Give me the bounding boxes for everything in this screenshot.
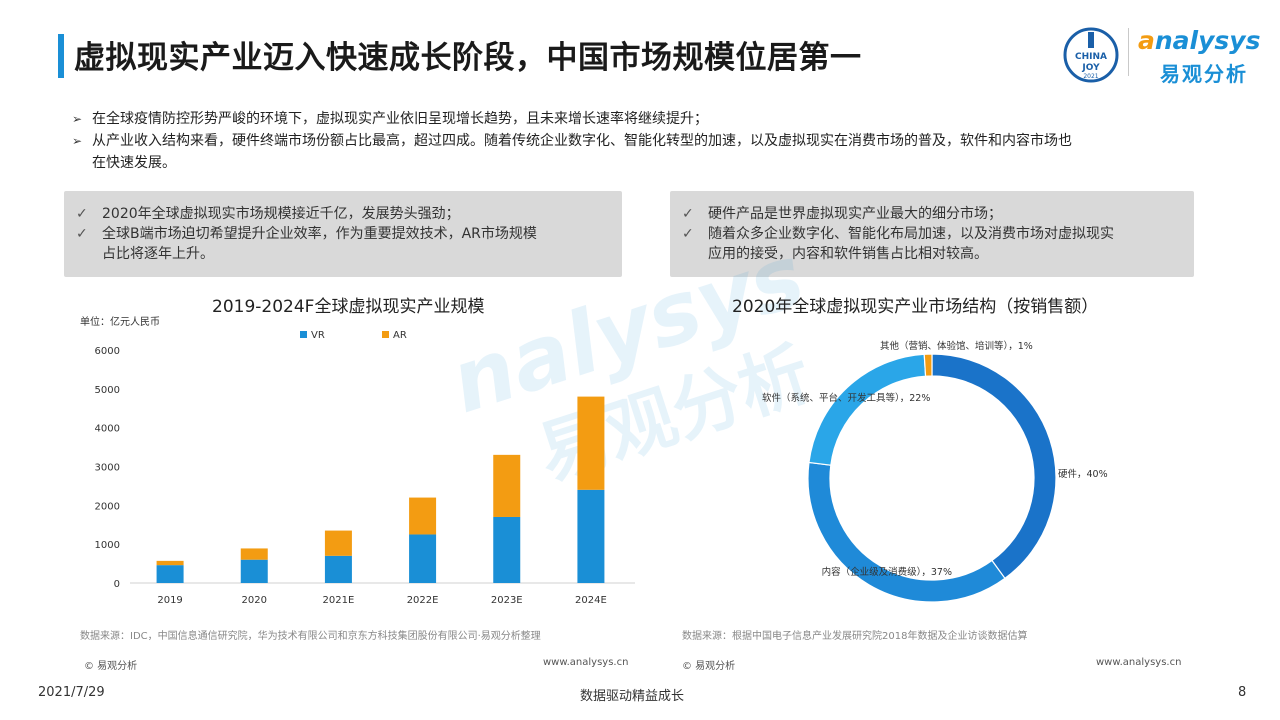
donut-chart-source: 数据来源：根据中国电子信息产业发展研究院2018年数据及企业访谈数据估算	[682, 631, 1028, 642]
check-icon: ✓	[682, 226, 694, 242]
y-tick-label: 0	[114, 579, 120, 590]
analysys-logo: analysys	[1138, 26, 1261, 55]
legend-label-vr: VR	[311, 330, 325, 341]
donut-label-2: 软件（系统、平台、开发工具等），22%	[762, 392, 930, 404]
legend-swatch-vr	[300, 331, 307, 338]
callout-item: ✓ 随着众多企业数字化、智能化布局加速，以及消费市场对虚拟现实	[682, 226, 1114, 242]
arrow-bullet-icon: ➢	[72, 112, 83, 126]
check-icon: ✓	[76, 226, 88, 242]
callout-item-continuation: 应用的接受，内容和软件销售占比相对较高。	[708, 246, 988, 262]
donut-slice-2	[808, 353, 927, 466]
chinajoy-logo: CHINA JOY 2021	[1063, 27, 1119, 83]
bar-chart-unit: 单位：亿元人民币	[80, 317, 160, 328]
bar-ar-2019	[156, 560, 184, 566]
bar-ar-2022E	[409, 497, 437, 535]
y-tick-label: 6000	[95, 346, 120, 357]
x-tick-label: 2023E	[491, 595, 523, 606]
x-tick-label: 2020	[242, 595, 267, 606]
legend-swatch-ar	[382, 331, 389, 338]
donut-label-1: 内容（企业级及消费级），37%	[822, 566, 952, 578]
intro-bullet-continuation: 在快速发展。	[92, 155, 176, 171]
callout-box-left: ✓ 2020年全球虚拟现实市场规模接近千亿，发展势头强劲； ✓ 全球B端市场迫切希望…	[64, 191, 622, 277]
donut-slice-0	[931, 353, 1057, 580]
copyright-right: © 易观分析	[682, 661, 736, 672]
title-accent-bar	[58, 34, 64, 78]
bar-vr-2021E	[324, 555, 352, 583]
donut-label-0: 硬件，40%	[1058, 468, 1108, 480]
bar-ar-2021E	[324, 530, 352, 556]
page-title: 虚拟现实产业迈入快速成长阶段，中国市场规模位居第一	[74, 40, 862, 76]
logo-separator	[1128, 28, 1129, 76]
x-tick-label: 2022E	[407, 595, 439, 606]
y-tick-label: 4000	[95, 424, 120, 435]
slogan: 数据驱动精益成长	[580, 689, 685, 704]
donut-label-3: 其他（营销、体验馆、培训等），1%	[880, 340, 1033, 352]
bar-vr-2022E	[409, 534, 437, 583]
svg-text:JOY: JOY	[1081, 63, 1100, 73]
y-tick-label: 2000	[95, 501, 120, 512]
url-right[interactable]: www.analysys.cn	[1096, 657, 1182, 668]
donut-slice-3	[923, 353, 933, 377]
x-tick-label: 2024E	[575, 595, 607, 606]
check-icon: ✓	[682, 206, 694, 222]
svg-text:2021: 2021	[1083, 73, 1098, 80]
callout-box-right: ✓ 硬件产品是世界虚拟现实产业最大的细分市场； ✓ 随着众多企业数字化、智能化布局加…	[670, 191, 1194, 277]
donut-chart: 硬件，40% 内容（企业级及消费级），37% 软件（系统、平台、开发工具等），22%…	[762, 340, 1108, 603]
intro-bullets: ➢ 在全球疫情防控形势严峻的环境下，虚拟现实产业依旧呈现增长趋势，且未来增长速率将…	[70, 108, 1230, 174]
y-tick-label: 5000	[95, 385, 120, 396]
y-tick-label: 3000	[95, 463, 120, 474]
bar-vr-2023E	[493, 516, 521, 583]
analysys-logo-cn: 易观分析	[1160, 62, 1248, 86]
bar-chart: 0 1000 2000 3000 4000 5000 6000 VR AR 2019 2020 202…	[95, 330, 635, 606]
date: 2021/7/29	[38, 685, 105, 700]
arrow-bullet-icon: ➢	[72, 134, 83, 148]
callout-item: ✓ 全球B端市场迫切希望提升企业效率，作为重要提效技术，AR市场规模	[76, 226, 537, 242]
donut-slice-1	[807, 461, 1006, 603]
x-tick-label: 2021E	[323, 595, 355, 606]
bar-ar-2020	[240, 548, 268, 560]
callout-item-continuation: 占比将逐年上升。	[102, 246, 214, 262]
intro-bullet: ➢ 从产业收入结构来看，硬件终端市场份额占比最高，超过四成。随着传统企业数字化、智…	[70, 130, 1230, 152]
donut-chart-title: 2020年全球虚拟现实产业市场结构（按销售额）	[732, 297, 1099, 317]
bar-ar-2024E	[577, 396, 605, 490]
bar-vr-2019	[156, 565, 184, 583]
x-tick-label: 2019	[157, 595, 182, 606]
check-icon: ✓	[76, 206, 88, 222]
bar-ar-2023E	[493, 454, 521, 517]
copyright-left: © 易观分析	[84, 661, 138, 672]
intro-bullet: ➢ 在全球疫情防控形势严峻的环境下，虚拟现实产业依旧呈现增长趋势，且未来增长速率将…	[70, 108, 1230, 130]
svg-text:CHINA: CHINA	[1075, 52, 1107, 62]
page-number: 8	[1238, 685, 1247, 700]
legend-label-ar: AR	[393, 330, 407, 341]
y-tick-label: 1000	[95, 540, 120, 551]
bar-chart-title: 2019-2024F全球虚拟现实产业规模	[212, 297, 485, 317]
callout-item: ✓ 2020年全球虚拟现实市场规模接近千亿，发展势头强劲；	[76, 206, 460, 222]
bar-vr-2024E	[577, 489, 605, 583]
bar-vr-2020	[240, 559, 268, 583]
callout-item: ✓ 硬件产品是世界虚拟现实产业最大的细分市场；	[682, 206, 1002, 222]
bar-chart-source: 数据来源：IDC，中国信息通信研究院，华为技术有限公司和京东方科技集团股份有限公…	[80, 631, 541, 642]
url-left[interactable]: www.analysys.cn	[543, 657, 629, 668]
